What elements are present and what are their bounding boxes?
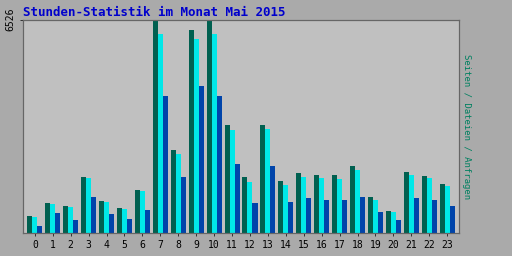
Bar — [422, 176, 426, 233]
Bar — [206, 20, 211, 233]
Bar — [283, 185, 288, 233]
Bar — [368, 197, 373, 233]
Bar — [342, 200, 347, 233]
Bar — [296, 173, 301, 233]
Bar — [86, 178, 91, 233]
Bar — [355, 170, 360, 233]
Bar — [122, 209, 127, 233]
Bar — [350, 166, 355, 233]
Bar — [91, 197, 96, 233]
Bar — [109, 214, 114, 233]
Bar — [135, 190, 140, 233]
Bar — [234, 164, 240, 233]
Bar — [27, 216, 32, 233]
Bar — [319, 178, 324, 233]
Bar — [50, 204, 55, 233]
Bar — [37, 226, 42, 233]
Bar — [140, 191, 145, 233]
Bar — [176, 154, 181, 233]
Bar — [247, 182, 252, 233]
Bar — [404, 172, 409, 233]
Bar — [314, 175, 319, 233]
Bar — [450, 206, 455, 233]
Bar — [158, 34, 163, 233]
Bar — [104, 202, 109, 233]
Bar — [194, 39, 199, 233]
Bar — [217, 96, 222, 233]
Bar — [279, 181, 283, 233]
Bar — [324, 200, 329, 233]
Bar — [199, 86, 204, 233]
Bar — [73, 220, 78, 233]
Bar — [63, 206, 68, 233]
Bar — [360, 197, 365, 233]
Bar — [81, 177, 86, 233]
Bar — [117, 208, 122, 233]
Bar — [170, 150, 176, 233]
Bar — [229, 130, 234, 233]
Bar — [270, 166, 275, 233]
Bar — [409, 175, 414, 233]
Bar — [432, 200, 437, 233]
Bar — [45, 204, 50, 233]
Bar — [306, 198, 311, 233]
Bar — [288, 202, 293, 233]
Bar — [188, 30, 194, 233]
Bar — [440, 185, 444, 233]
Bar — [243, 177, 247, 233]
Bar — [261, 125, 265, 233]
Bar — [373, 199, 378, 233]
Bar — [426, 178, 432, 233]
Bar — [225, 125, 229, 233]
Bar — [181, 177, 186, 233]
Bar — [414, 198, 419, 233]
Bar — [99, 201, 104, 233]
Bar — [68, 207, 73, 233]
Bar — [337, 179, 342, 233]
Bar — [444, 186, 450, 233]
Bar — [391, 212, 396, 233]
Bar — [265, 129, 270, 233]
Bar — [163, 96, 168, 233]
Bar — [127, 219, 132, 233]
Bar — [396, 220, 401, 233]
Bar — [332, 175, 337, 233]
Bar — [153, 20, 158, 233]
Bar — [252, 204, 258, 233]
Bar — [211, 34, 217, 233]
Y-axis label: Seiten / Dateien / Anfragen: Seiten / Dateien / Anfragen — [462, 54, 471, 199]
Text: Stunden-Statistik im Monat Mai 2015: Stunden-Statistik im Monat Mai 2015 — [23, 6, 286, 18]
Bar — [386, 211, 391, 233]
Bar — [145, 210, 150, 233]
Bar — [301, 177, 306, 233]
Bar — [55, 213, 60, 233]
Bar — [378, 212, 383, 233]
Bar — [32, 217, 37, 233]
